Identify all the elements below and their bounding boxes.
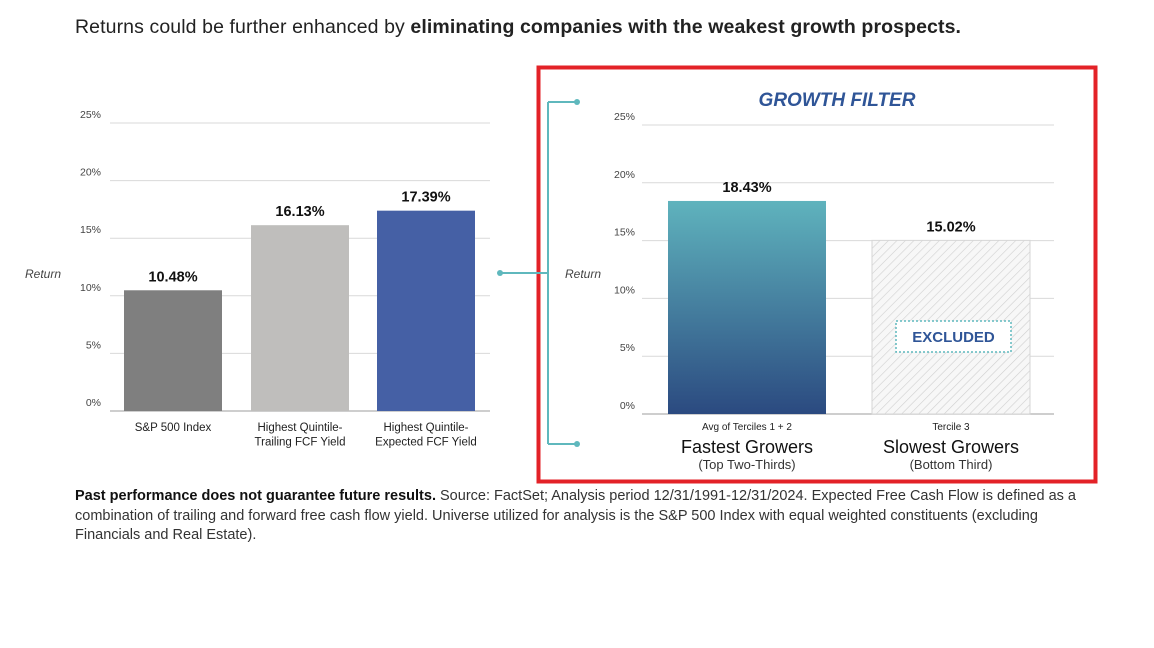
- right-category-label: Tercile 3: [932, 422, 970, 433]
- left-bar: [124, 290, 222, 411]
- left-y-tick-label: 5%: [86, 339, 101, 351]
- right-y-tick-label: 5%: [620, 342, 635, 354]
- headline: Returns could be further enhanced by eli…: [75, 16, 961, 39]
- chart-area: Return 0% 5% 10% 15% 20% 25% 10.48% 16.13% 17.3…: [25, 65, 1098, 484]
- left-y-tick-label: 0%: [86, 397, 101, 409]
- left-y-tick-label: 10%: [80, 282, 101, 294]
- left-chart: Return 0% 5% 10% 15% 20% 25% 10.48% 16.13% 17.3…: [25, 109, 490, 449]
- group-title: Fastest Growers: [681, 437, 813, 457]
- growth-filter-title: GROWTH FILTER: [759, 90, 916, 111]
- right-category-label: Avg of Terciles 1 + 2: [702, 422, 792, 433]
- connector-bracket: [497, 99, 580, 447]
- group-subtitle: (Bottom Third): [910, 457, 993, 472]
- right-y-tick-label: 0%: [620, 400, 635, 412]
- left-category-label: Trailing FCF Yield: [255, 437, 346, 449]
- left-category-label: Expected FCF Yield: [375, 437, 477, 449]
- group-subtitle: (Top Two-Thirds): [698, 457, 795, 472]
- right-y-tick-label: 20%: [614, 169, 635, 181]
- left-y-tick-label: 25%: [80, 109, 101, 121]
- right-y-tick-label: 15%: [614, 227, 635, 239]
- right-y-tick-label: 10%: [614, 284, 635, 296]
- headline-normal: Returns could be further enhanced by: [75, 16, 411, 38]
- left-category-label: Highest Quintile-: [257, 422, 342, 434]
- footnote: Past performance does not guarantee futu…: [75, 487, 1085, 546]
- excluded-badge: EXCLUDED: [895, 320, 1012, 353]
- headline-bold: eliminating companies with the weakest g…: [410, 16, 962, 38]
- footnote-source: Source: FactSet; Analysis period 12/31/1…: [75, 488, 1076, 543]
- left-bar: [251, 225, 349, 411]
- fastest-growers-bar: [668, 200, 826, 414]
- left-value-label: 16.13%: [275, 204, 324, 220]
- excluded-label: EXCLUDED: [912, 329, 995, 346]
- left-bar: [377, 210, 475, 411]
- right-y-tick-label: 25%: [614, 111, 635, 123]
- left-category-label: Highest Quintile-: [383, 422, 468, 434]
- highlight-box: [536, 65, 1098, 484]
- right-value-label: 18.43%: [722, 180, 771, 196]
- left-value-label: 10.48%: [148, 269, 197, 285]
- right-y-axis-label: Return: [565, 267, 601, 281]
- group-title: Slowest Growers: [883, 437, 1019, 457]
- right-chart: GROWTH FILTER Return 0% 5% 10% 15% 20% 25% 18…: [565, 90, 1054, 472]
- left-category-label: S&P 500 Index: [135, 422, 212, 434]
- left-y-tick-label: 15%: [80, 224, 101, 236]
- footnote-disclaimer: Past performance does not guarantee futu…: [75, 488, 436, 504]
- right-value-label: 15.02%: [926, 219, 975, 235]
- left-value-label: 17.39%: [401, 190, 450, 206]
- left-y-axis-label: Return: [25, 267, 61, 281]
- left-y-tick-label: 20%: [80, 167, 101, 179]
